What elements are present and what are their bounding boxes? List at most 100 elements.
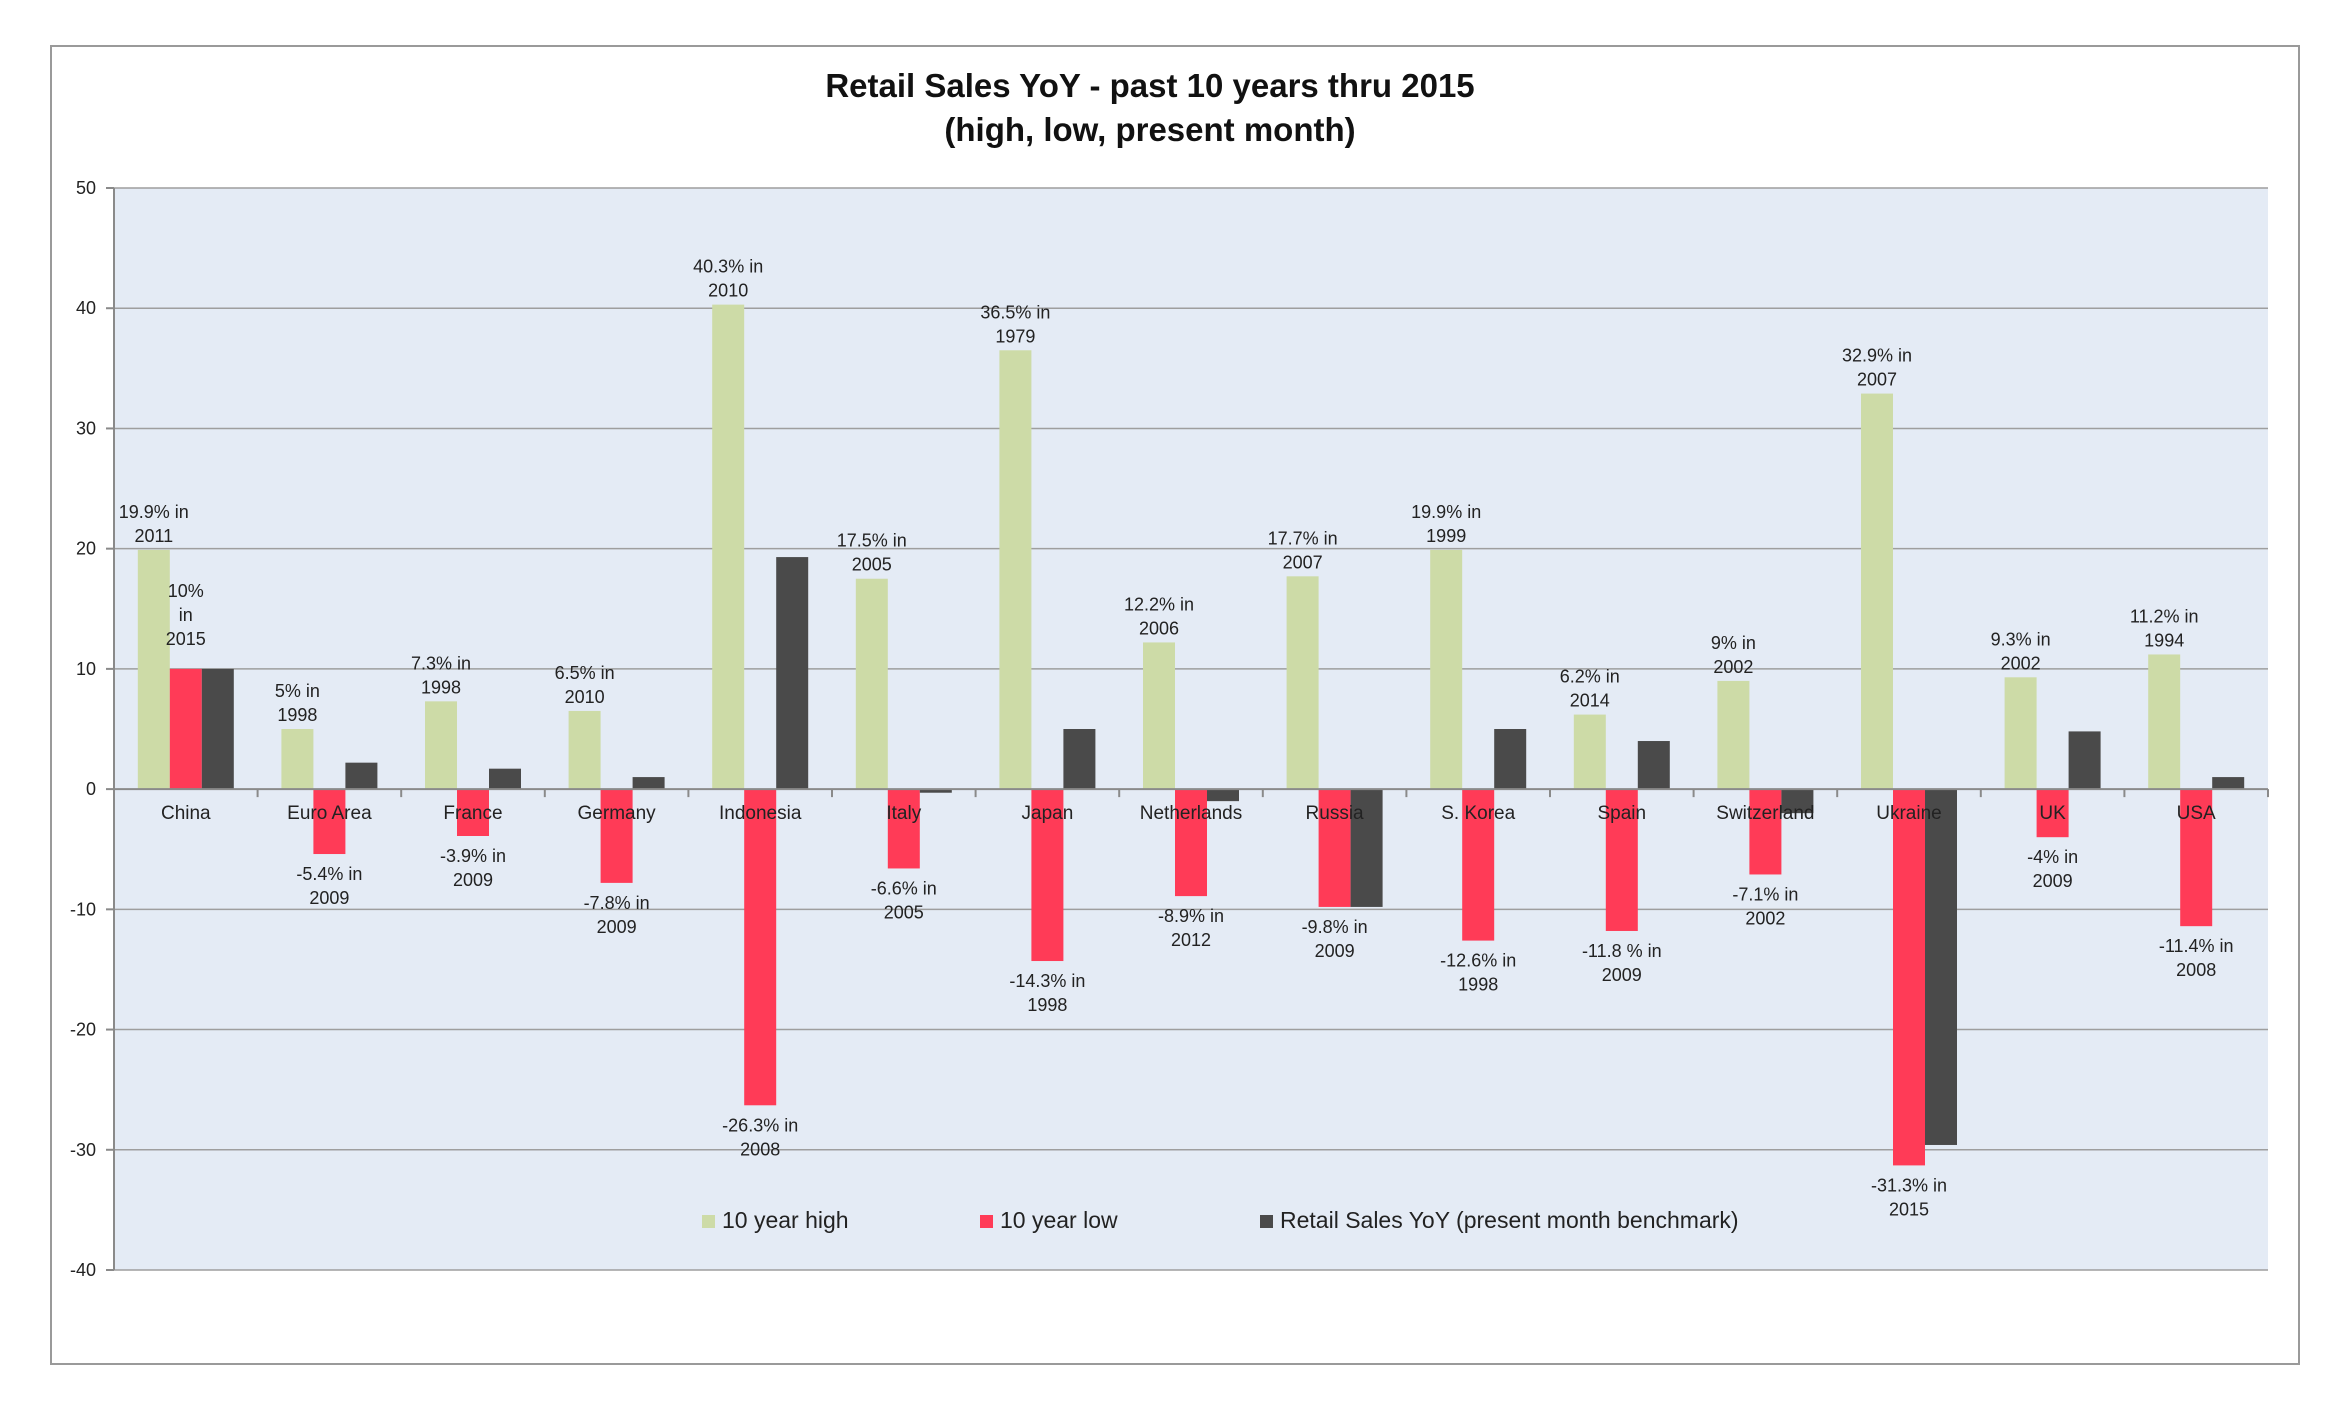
data-label-high: 2010 bbox=[708, 281, 748, 301]
bar-low bbox=[1749, 789, 1782, 875]
data-label-low: 2005 bbox=[884, 902, 924, 922]
category-label: Indonesia bbox=[719, 803, 802, 824]
category-label: France bbox=[443, 803, 502, 824]
bar-present bbox=[1925, 789, 1957, 1145]
bar-high bbox=[568, 710, 601, 790]
bar-low bbox=[1893, 789, 1925, 1166]
bar-high bbox=[999, 350, 1032, 790]
y-tick-label: 10 bbox=[76, 659, 96, 679]
data-label-low: 2009 bbox=[453, 870, 493, 890]
legend-swatch bbox=[980, 1215, 993, 1228]
data-label-high: 2007 bbox=[1283, 552, 1323, 572]
y-tick-label: 20 bbox=[76, 539, 96, 559]
data-label-low: -26.3% in bbox=[722, 1115, 798, 1135]
data-label-low: -9.8% in bbox=[1302, 917, 1368, 937]
data-label-high: 1979 bbox=[995, 326, 1035, 346]
category-label: Spain bbox=[1597, 803, 1646, 824]
category-label: Germany bbox=[578, 803, 657, 824]
data-label-high: 11.2% in bbox=[2130, 606, 2199, 626]
data-label-low: -14.3% in bbox=[1009, 971, 1085, 991]
data-label-high: 1998 bbox=[277, 705, 317, 725]
bar-low bbox=[1031, 789, 1064, 962]
data-label-high: 19.9% in bbox=[119, 502, 189, 522]
y-tick-label: -10 bbox=[70, 899, 96, 919]
data-label-high: 5% in bbox=[275, 681, 320, 701]
data-label-high: 1994 bbox=[2144, 630, 2184, 650]
y-tick-label: 40 bbox=[76, 298, 96, 318]
bar-high bbox=[137, 549, 170, 790]
y-tick-label: 50 bbox=[76, 178, 96, 198]
data-label-low: 10% bbox=[168, 581, 204, 601]
data-label-low: -12.6% in bbox=[1440, 951, 1516, 971]
data-label-high: 36.5% in bbox=[980, 302, 1050, 322]
y-tick-labels: 50 40 30 20 10 0 -10 -20 -30 -40 bbox=[70, 178, 114, 1280]
bar-high bbox=[1717, 680, 1750, 790]
category-label: China bbox=[161, 803, 211, 824]
bar-high bbox=[1286, 576, 1319, 790]
bar-low bbox=[744, 789, 777, 1106]
category-label: UK bbox=[2039, 803, 2066, 824]
data-label-high: 2007 bbox=[1857, 370, 1897, 390]
category-label: Netherlands bbox=[1140, 803, 1242, 824]
data-label-low: -8.9% in bbox=[1158, 906, 1224, 926]
bars bbox=[137, 304, 2245, 1166]
data-label-low: -4% in bbox=[2027, 847, 2078, 867]
category-label: Ukraine bbox=[1876, 803, 1941, 824]
data-label-high: 1999 bbox=[1426, 526, 1466, 546]
data-label-low: 2002 bbox=[1745, 908, 1785, 928]
bar-low bbox=[1462, 789, 1495, 941]
data-label-low: -7.8% in bbox=[584, 893, 650, 913]
bar-high bbox=[425, 701, 457, 790]
data-label-low: -11.4% in bbox=[2159, 936, 2234, 956]
data-label-high: 2002 bbox=[1713, 657, 1753, 677]
bar-low bbox=[887, 789, 920, 869]
bar-present bbox=[1350, 789, 1383, 907]
bar-low bbox=[1605, 789, 1638, 931]
bar-high bbox=[1861, 393, 1893, 790]
data-label-low: 2009 bbox=[1602, 965, 1642, 985]
data-label-high: 2006 bbox=[1139, 618, 1179, 638]
legend-label: Retail Sales YoY (present month benchmar… bbox=[1280, 1207, 1739, 1233]
data-label-high: 40.3% in bbox=[693, 257, 763, 277]
bar-present bbox=[489, 768, 521, 790]
data-label-low: 2009 bbox=[2033, 871, 2073, 891]
bar-low bbox=[2036, 789, 2069, 838]
data-label-low: 2015 bbox=[1889, 1199, 1929, 1219]
data-labels: 19.9% in 2011 10% in 2015 5% in 1998 -5.4% in 20… bbox=[119, 257, 2234, 1220]
bar-high bbox=[2148, 654, 2181, 790]
y-tick-label: -30 bbox=[70, 1140, 96, 1160]
data-label-low: -31.3% in bbox=[1871, 1175, 1947, 1195]
data-label-low: -3.9% in bbox=[440, 846, 506, 866]
bar-present bbox=[1063, 729, 1096, 790]
category-label: USA bbox=[2177, 803, 2216, 824]
data-label-low: 2009 bbox=[309, 888, 349, 908]
data-label-low: -5.4% in bbox=[296, 864, 362, 884]
data-label-low: -11.8 % in bbox=[1582, 941, 1662, 961]
bar-high bbox=[2004, 677, 2037, 790]
data-label-high: 6.5% in bbox=[555, 663, 615, 683]
data-label-high: 17.7% in bbox=[1268, 528, 1338, 548]
category-label: Euro Area bbox=[287, 803, 372, 824]
data-label-low: 2015 bbox=[166, 629, 206, 649]
category-label: S. Korea bbox=[1441, 803, 1515, 824]
data-label-low: 1998 bbox=[1027, 995, 1067, 1015]
bar-present bbox=[632, 777, 665, 790]
y-tick-label: -20 bbox=[70, 1020, 96, 1040]
bar-present bbox=[1207, 789, 1239, 802]
legend-swatch bbox=[1260, 1215, 1273, 1228]
data-label-high: 2002 bbox=[2001, 653, 2041, 673]
chart-frame: 50 40 30 20 10 0 -10 -20 -30 -40 China Euro Area Fr… bbox=[50, 45, 2300, 1365]
legend-label: 10 year high bbox=[722, 1207, 849, 1233]
bar-high bbox=[1430, 549, 1463, 790]
bar-low bbox=[313, 789, 346, 855]
data-label-high: 9% in bbox=[1711, 633, 1756, 653]
bar-present bbox=[345, 762, 378, 790]
bar-high bbox=[1143, 642, 1175, 790]
bar-low bbox=[2180, 789, 2213, 927]
category-label: Switzerland bbox=[1716, 803, 1814, 824]
bar-present bbox=[1781, 789, 1814, 814]
data-label-low: 2009 bbox=[597, 917, 637, 937]
data-label-high: 17.5% in bbox=[837, 531, 907, 551]
data-label-high: 9.3% in bbox=[1991, 629, 2051, 649]
legend-label: 10 year low bbox=[1000, 1207, 1118, 1233]
